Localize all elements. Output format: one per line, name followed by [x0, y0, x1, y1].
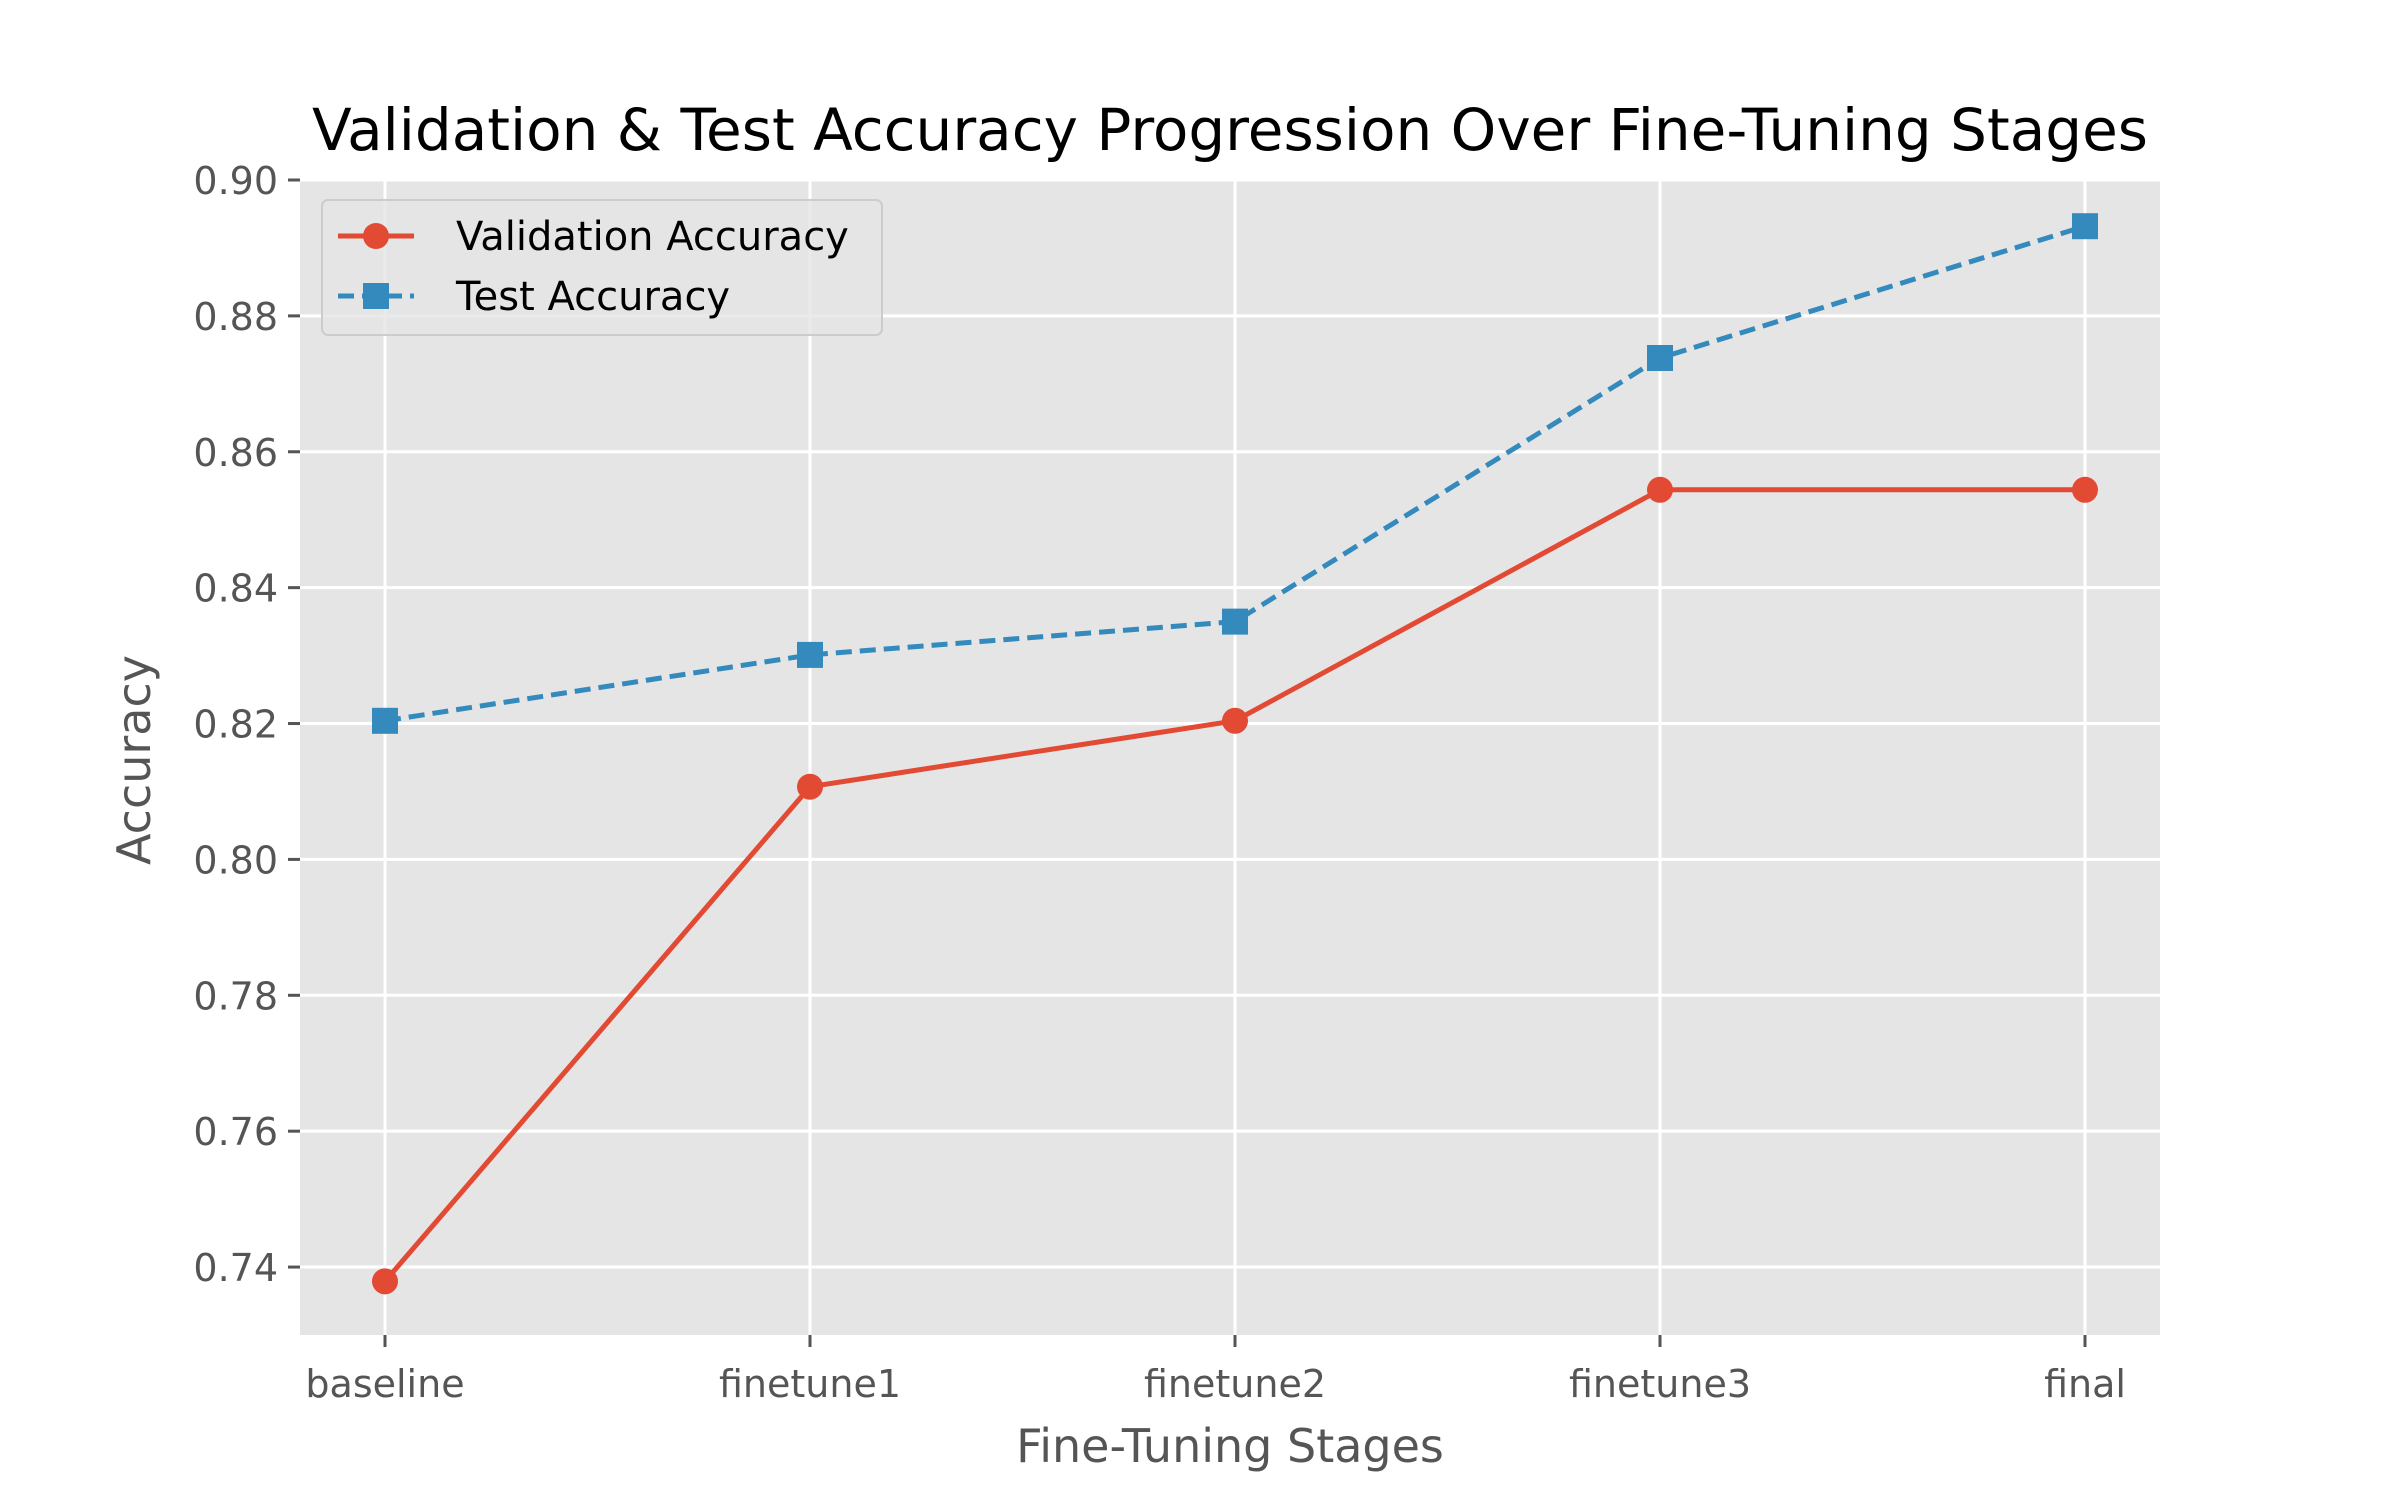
chart-title: Validation & Test Accuracy Progression O…: [312, 96, 2148, 164]
y-tick-label: 0.76: [193, 1110, 278, 1154]
y-tick-label: 0.88: [193, 295, 278, 339]
x-axis-ticks: baseline finetune1 finetune2 finetune3 final: [305, 1335, 2126, 1406]
y-tick-label: 0.90: [193, 159, 278, 203]
y-tick-label: 0.78: [193, 974, 278, 1018]
x-tick-label: baseline: [305, 1362, 464, 1406]
y-axis-label: Accuracy: [107, 655, 161, 865]
data-point-validation: [2072, 476, 2098, 503]
y-tick-label: 0.84: [193, 567, 278, 611]
x-tick-label: finetune1: [719, 1362, 901, 1406]
data-point-validation: [1647, 476, 1673, 503]
data-point-validation: [372, 1268, 398, 1295]
data-point-test: [372, 707, 398, 734]
x-tick-label: finetune3: [1569, 1362, 1751, 1406]
legend: Validation Accuracy Test Accuracy: [321, 199, 883, 336]
legend-marker-test: [363, 283, 389, 309]
data-point-test: [1647, 345, 1673, 372]
legend-marker-validation: [363, 223, 389, 249]
legend-box: [321, 199, 883, 336]
y-tick-label: 0.74: [193, 1246, 278, 1290]
y-tick-label: 0.82: [193, 703, 278, 747]
y-tick-label: 0.86: [193, 431, 278, 475]
data-point-validation: [797, 773, 823, 800]
y-axis-ticks: 0.74 0.76 0.78 0.80 0.82 0.84 0.86 0.88 0.90: [193, 159, 300, 1290]
x-tick-label: final: [2044, 1362, 2126, 1406]
legend-label-test: Test Accuracy: [455, 274, 730, 320]
plot-area: [300, 180, 2160, 1335]
data-point-test: [797, 641, 823, 668]
data-point-validation: [1222, 707, 1248, 734]
data-point-test: [2072, 213, 2098, 240]
x-tick-label: finetune2: [1144, 1362, 1326, 1406]
data-point-test: [1222, 608, 1248, 635]
x-axis-label: Fine-Tuning Stages: [1016, 1419, 1444, 1473]
y-tick-label: 0.80: [193, 838, 278, 882]
series-group: [372, 213, 2098, 1295]
legend-label-validation: Validation Accuracy: [456, 214, 849, 260]
